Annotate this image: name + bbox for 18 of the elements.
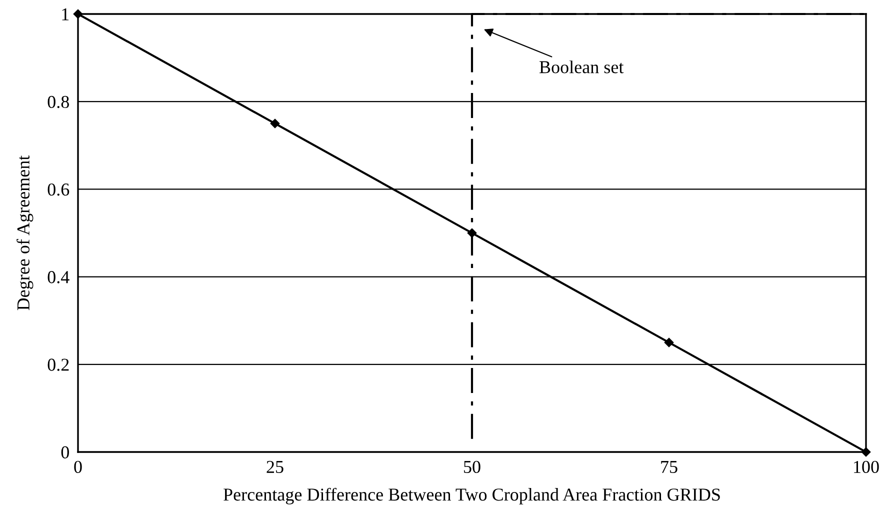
y-tick-label: 0.2 [48,358,69,371]
point [861,447,871,457]
y-tick-label: 0.6 [48,183,70,196]
x-tick-label: 100 [854,460,879,474]
x-tick-label: 0 [74,460,82,474]
y-tick-label: 0 [61,446,69,458]
point [664,338,674,348]
x-tick-label: 50 [464,460,480,474]
point [73,9,83,19]
y-tick-label: 0.4 [48,271,70,284]
point [270,118,280,128]
x-axis-title: Percentage Difference Between Two Cropland Area Fraction GRIDS [224,488,720,504]
y-tick-label: 0.8 [48,96,69,108]
x-tick-label: 75 [661,461,678,474]
y-tick-label: 1 [62,8,69,20]
annotation: Boolean set [540,60,624,74]
y-axis-title: Degree of Agreement [16,155,34,310]
x-tick-label: 25 [266,460,284,474]
